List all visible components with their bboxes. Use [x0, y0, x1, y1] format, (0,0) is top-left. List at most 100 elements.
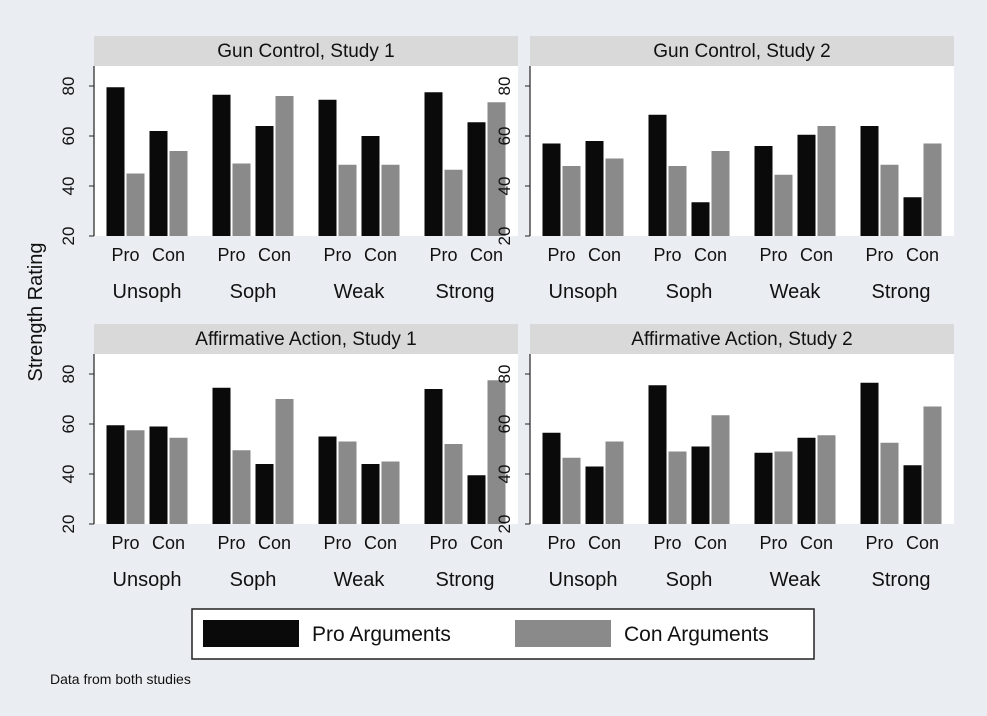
x-subgroup-label: Pro [217, 245, 245, 265]
bar-con-weak-con [817, 126, 836, 236]
bar-con-strong-pro [880, 442, 899, 524]
footnote: Data from both studies [50, 671, 191, 687]
bar-pro-unsoph-pro [542, 432, 561, 524]
bar-pro-soph-con [691, 202, 710, 236]
x-subgroup-label: Pro [653, 245, 681, 265]
bar-con-weak-con [381, 461, 400, 524]
bar-pro-strong-con [467, 475, 486, 524]
legend-label-pro: Pro Arguments [312, 623, 451, 646]
x-group-label: Weak [334, 281, 386, 303]
x-group-label: Soph [230, 569, 277, 591]
bar-pro-strong-con [903, 197, 922, 236]
x-subgroup-label: Con [800, 245, 833, 265]
bar-pro-strong-con [903, 465, 922, 524]
bar-pro-unsoph-con [149, 426, 168, 524]
y-tick-label: 80 [59, 365, 78, 384]
bar-pro-strong-pro [860, 382, 879, 524]
bar-pro-unsoph-con [149, 131, 168, 236]
x-group-label: Strong [872, 569, 931, 591]
bar-pro-soph-con [691, 446, 710, 524]
x-subgroup-label: Con [694, 533, 727, 553]
panels-layer: Gun Control, Study 1 20 40 60 80 Pro Con Unsoph… [59, 36, 954, 591]
bar-con-strong-con [923, 143, 942, 236]
bar-pro-soph-con [255, 126, 274, 236]
x-subgroup-label: Con [588, 245, 621, 265]
bar-pro-strong-pro [424, 389, 443, 524]
x-subgroup-label: Con [258, 245, 291, 265]
bar-pro-soph-pro [648, 114, 667, 236]
bar-con-soph-pro [668, 166, 687, 236]
x-subgroup-label: Con [694, 245, 727, 265]
y-tick-label: 20 [59, 227, 78, 246]
x-group-label: Weak [770, 281, 822, 303]
bar-con-unsoph-pro [126, 173, 145, 236]
x-subgroup-label: Con [906, 245, 939, 265]
bar-pro-soph-pro [212, 94, 231, 236]
bar-con-soph-pro [232, 163, 251, 236]
x-group-label: Weak [770, 569, 822, 591]
bar-con-weak-pro [338, 164, 357, 236]
x-subgroup-label: Con [152, 245, 185, 265]
y-axis-label: Strength Rating [25, 243, 47, 382]
x-subgroup-label: Pro [111, 245, 139, 265]
bar-con-soph-con [711, 151, 730, 236]
y-tick-label: 60 [59, 127, 78, 146]
x-subgroup-label: Pro [547, 533, 575, 553]
bar-con-strong-pro [880, 164, 899, 236]
panel-2: Gun Control, Study 2 20 40 60 80 Pro Con Unsoph… [495, 36, 954, 303]
y-tick-label: 20 [495, 515, 514, 534]
y-tick-label: 20 [495, 227, 514, 246]
panel-title: Gun Control, Study 2 [653, 41, 830, 62]
bar-pro-strong-pro [424, 92, 443, 236]
bar-pro-soph-pro [212, 387, 231, 524]
x-group-label: Strong [872, 281, 931, 303]
bar-pro-weak-con [797, 437, 816, 524]
bar-pro-soph-con [255, 464, 274, 524]
x-subgroup-label: Con [152, 533, 185, 553]
y-tick-label: 80 [495, 365, 514, 384]
bar-pro-weak-con [361, 136, 380, 236]
bar-con-unsoph-con [169, 437, 188, 524]
x-group-label: Soph [230, 281, 277, 303]
panel-4: Affirmative Action, Study 2 20 40 60 80 Pro Co… [495, 324, 954, 591]
y-tick-label: 60 [495, 127, 514, 146]
x-subgroup-label: Pro [323, 245, 351, 265]
bar-con-weak-pro [774, 174, 793, 236]
x-subgroup-label: Pro [111, 533, 139, 553]
bar-con-unsoph-con [169, 151, 188, 236]
x-group-label: Unsoph [549, 281, 618, 303]
bar-con-strong-con [487, 102, 506, 236]
x-subgroup-label: Con [588, 533, 621, 553]
panel-1: Gun Control, Study 1 20 40 60 80 Pro Con Unsoph… [59, 36, 518, 303]
bar-con-weak-pro [774, 451, 793, 524]
bar-pro-weak-pro [318, 436, 337, 524]
bar-con-weak-con [817, 435, 836, 524]
x-subgroup-label: Pro [547, 245, 575, 265]
bar-pro-unsoph-pro [106, 87, 125, 236]
x-subgroup-label: Pro [217, 533, 245, 553]
bar-pro-strong-pro [860, 126, 879, 236]
bar-pro-unsoph-pro [542, 143, 561, 236]
x-group-label: Unsoph [549, 569, 618, 591]
bar-con-unsoph-pro [562, 457, 581, 524]
y-tick-label: 40 [59, 177, 78, 196]
bar-con-weak-pro [338, 441, 357, 524]
bar-pro-soph-pro [648, 385, 667, 524]
bar-con-strong-con [923, 406, 942, 524]
x-subgroup-label: Con [258, 533, 291, 553]
x-subgroup-label: Pro [653, 533, 681, 553]
y-tick-label: 40 [495, 177, 514, 196]
y-tick-label: 20 [59, 515, 78, 534]
y-tick-label: 80 [59, 77, 78, 96]
bar-pro-unsoph-pro [106, 425, 125, 524]
x-subgroup-label: Pro [865, 245, 893, 265]
x-subgroup-label: Con [800, 533, 833, 553]
x-subgroup-label: Con [470, 533, 503, 553]
bar-con-weak-con [381, 164, 400, 236]
panel-header [94, 36, 518, 66]
x-subgroup-label: Pro [429, 245, 457, 265]
x-subgroup-label: Con [470, 245, 503, 265]
panel-header [530, 324, 954, 354]
bar-con-strong-pro [444, 444, 463, 524]
